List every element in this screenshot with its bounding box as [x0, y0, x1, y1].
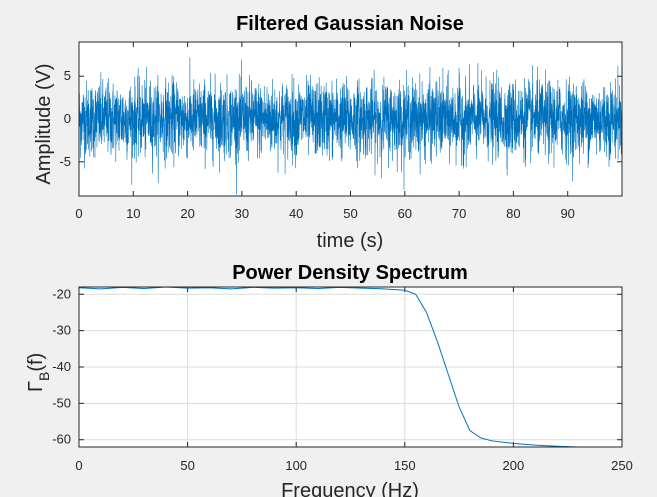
- time-x-tick-label: 90: [560, 206, 574, 221]
- time-y-axis-label: Amplitude (V): [33, 63, 55, 184]
- time-axes-box: [78, 41, 623, 197]
- time-chart-title: Filtered Gaussian Noise: [236, 13, 464, 35]
- spectrum-y-tick-label: -50: [52, 395, 71, 410]
- spectrum-axes-box: [78, 286, 623, 448]
- noise-signal-line: [78, 57, 623, 195]
- time-y-tick-label: 0: [64, 111, 71, 126]
- time-x-tick-label: 30: [235, 206, 249, 221]
- time-x-ticks: 0 10 20 30 40 50 60 70 80 90: [75, 42, 575, 221]
- spectrum-x-tick-label: 150: [394, 458, 416, 473]
- spectrum-x-tick-label: 50: [180, 458, 194, 473]
- time-x-tick-label: 20: [180, 206, 194, 221]
- time-domain-chart: Filtered Gaussian Noise -5 0 5 0 10 20 30 40 50…: [33, 13, 623, 252]
- time-x-tick-label: 10: [126, 206, 140, 221]
- spectrum-x-tick-label: 200: [503, 458, 525, 473]
- time-x-tick-label: 40: [289, 206, 303, 221]
- spectrum-y-axis-label: ΓB(f): [25, 353, 52, 392]
- time-x-tick-label: 70: [452, 206, 466, 221]
- spectrum-x-tick-label: 250: [611, 458, 633, 473]
- spectrum-x-tick-label: 100: [285, 458, 307, 473]
- spectrum-x-tick-label: 0: [75, 458, 82, 473]
- time-x-axis-label: time (s): [317, 230, 384, 252]
- spectrum-chart: Power Density Spectrum -20 -30 -40 -50 -60 0…: [25, 262, 633, 497]
- time-x-tick-label: 60: [398, 206, 412, 221]
- time-y-tick-label: 5: [64, 68, 71, 83]
- time-x-tick-label: 0: [75, 206, 82, 221]
- spectrum-x-axis-label: Frequency (Hz): [281, 480, 419, 497]
- spectrum-y-tick-label: -40: [52, 359, 71, 374]
- spectrum-chart-title: Power Density Spectrum: [232, 262, 468, 284]
- time-x-tick-label: 80: [506, 206, 520, 221]
- time-x-tick-label: 50: [343, 206, 357, 221]
- spectrum-y-tick-label: -20: [52, 286, 71, 301]
- spectrum-y-tick-label: -60: [52, 432, 71, 447]
- spectrum-y-tick-label: -30: [52, 323, 71, 338]
- spectrum-x-ticks: 0 50 100 150 200 250: [75, 287, 633, 473]
- time-y-tick-label: -5: [59, 154, 71, 169]
- spectrum-y-ticks: -20 -30 -40 -50 -60: [52, 286, 622, 447]
- spectrum-line: [78, 286, 622, 448]
